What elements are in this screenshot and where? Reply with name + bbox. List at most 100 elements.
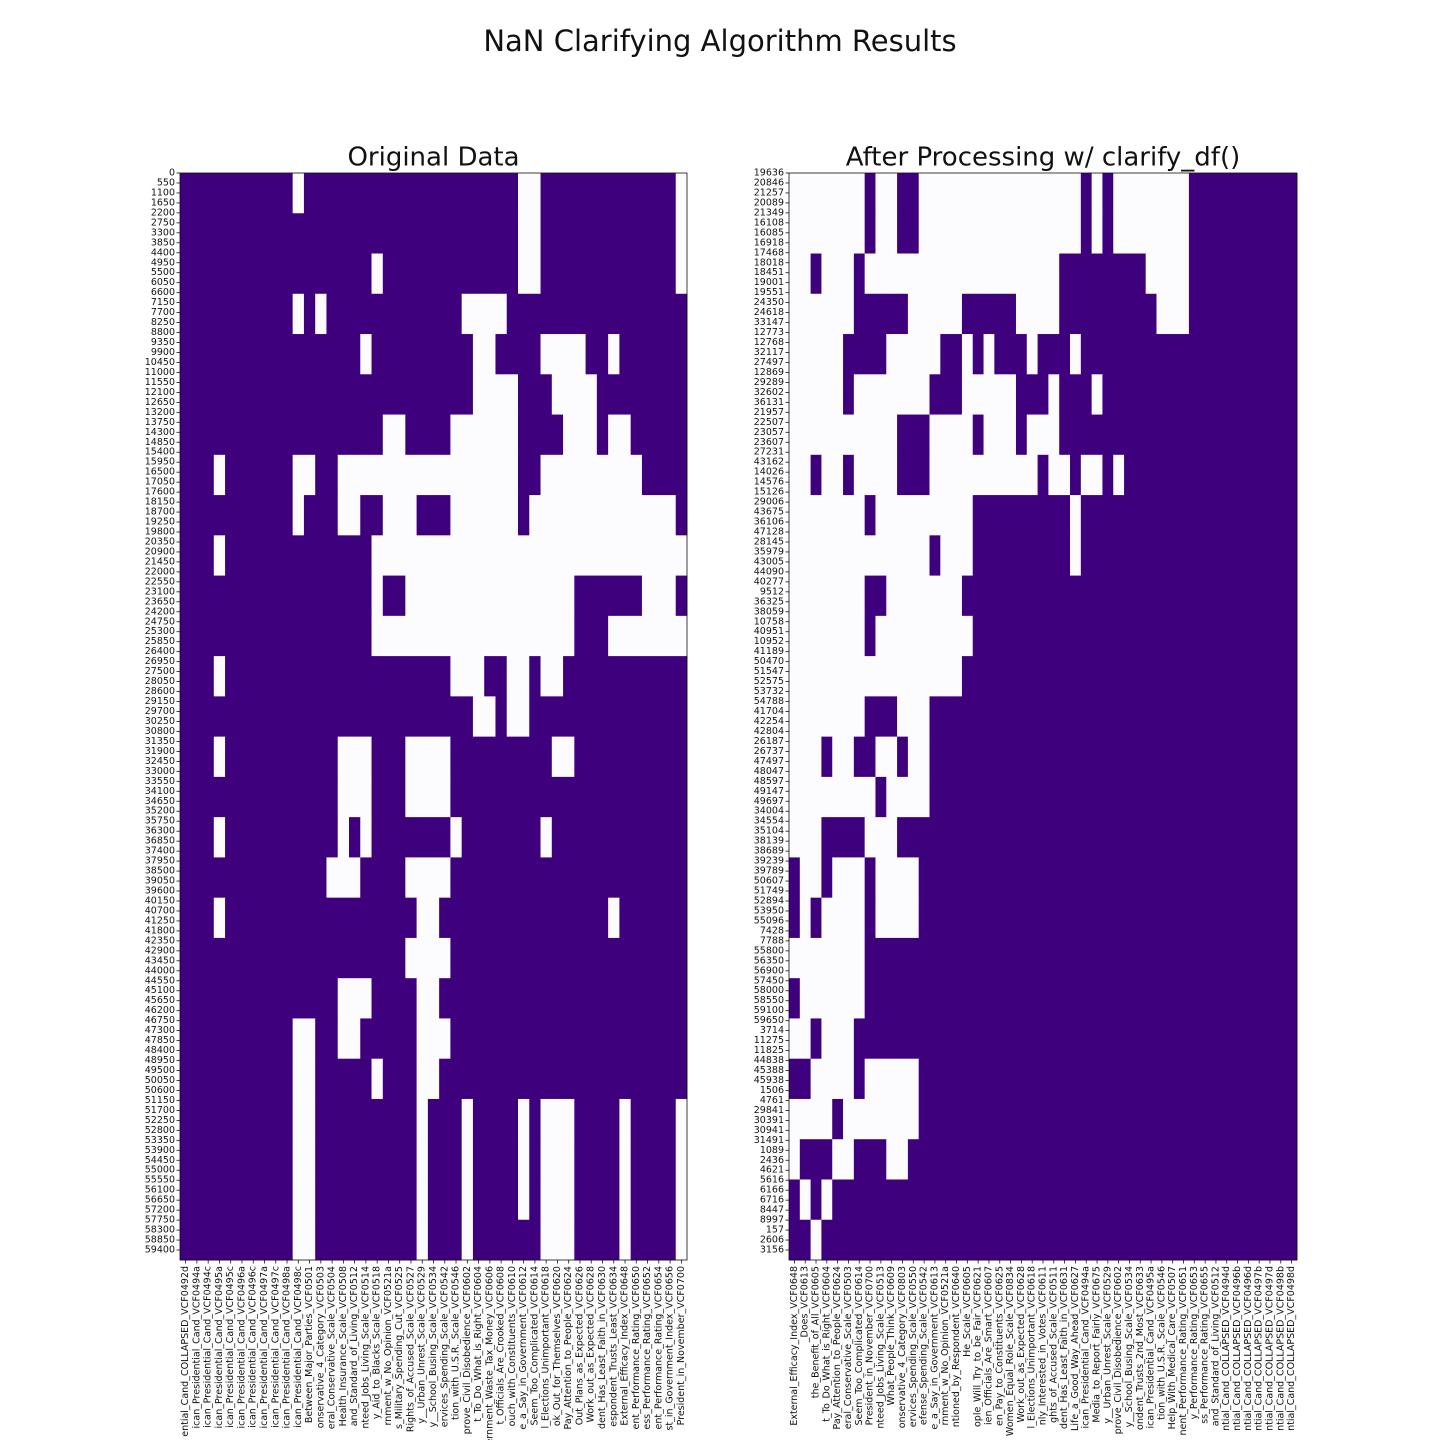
heatmap-cell: [972, 293, 984, 335]
heatmap-cell: [1124, 776, 1136, 818]
heatmap-cell: [1015, 495, 1028, 536]
heatmap-cell: [371, 897, 384, 939]
heatmap-cell: [1253, 1219, 1265, 1261]
heatmap-cell: [1253, 253, 1265, 295]
heatmap-cell: [281, 535, 294, 576]
heatmap-cell: [972, 1139, 984, 1180]
heatmap-cell: [864, 656, 876, 697]
heatmap-cell: [1145, 937, 1157, 979]
heatmap-cell: [337, 817, 350, 858]
x-tick-label: Work_out_as_Expected_VCF0628: [1016, 1266, 1027, 1422]
heatmap-cell: [875, 293, 887, 335]
heatmap-cell: [506, 857, 519, 899]
heatmap-cell: [563, 897, 575, 939]
heatmap-cell: [281, 1058, 294, 1100]
y-tick-label: 35979: [754, 546, 784, 557]
heatmap-cell: [394, 374, 406, 415]
heatmap-cell: [236, 374, 248, 415]
heatmap-cell: [495, 656, 508, 697]
heatmap-cell: [1242, 575, 1255, 617]
heatmap-cell: [360, 1098, 372, 1140]
heatmap-cell: [1167, 817, 1179, 858]
heatmap-cell: [574, 575, 586, 617]
heatmap-cell: [225, 1098, 237, 1140]
heatmap-cell: [886, 495, 898, 536]
heatmap-cell: [1178, 173, 1190, 214]
heatmap-cell: [897, 535, 909, 576]
heatmap-cell: [180, 293, 192, 335]
heatmap-cell: [853, 1139, 866, 1180]
heatmap-cell: [1015, 414, 1028, 456]
heatmap-cell: [630, 495, 643, 536]
heatmap-cell: [1005, 897, 1017, 939]
heatmap-cell: [1037, 817, 1049, 858]
heatmap-cell: [1221, 1058, 1233, 1100]
y-tick-label: 42900: [145, 945, 175, 956]
heatmap-cell: [951, 1139, 963, 1180]
heatmap-cell: [236, 817, 248, 858]
heatmap-cell: [664, 495, 677, 536]
x-tick-label: t_Officials_Are_Crooked_VCF0608: [496, 1266, 507, 1424]
heatmap-cell: [875, 656, 887, 697]
heatmap-cell: [875, 454, 887, 496]
heatmap-cell: [1178, 897, 1190, 939]
heatmap-cell: [1070, 334, 1082, 375]
heatmap-cell: [951, 454, 963, 496]
heatmap-cell: [270, 1018, 282, 1060]
heatmap-cell: [951, 615, 963, 657]
heatmap-cell: [799, 857, 812, 899]
heatmap-cell: [1232, 334, 1244, 375]
heatmap-cell: [495, 535, 508, 576]
heatmap-cell: [994, 978, 1006, 1019]
heatmap-cell: [1210, 978, 1222, 1019]
heatmap-cell: [349, 334, 361, 375]
heatmap-cell: [247, 1018, 260, 1060]
x-tick-label: ential_Cand_COLLAPSED_VCF0492d: [180, 1266, 191, 1437]
x-tick-label: e_a_Say_in_Government_VCF0613: [929, 1266, 940, 1430]
heatmap-cell: [574, 656, 586, 697]
y-tick-label: 26400: [145, 646, 175, 657]
heatmap-cell: [675, 615, 688, 657]
heatmap-cell: [236, 293, 248, 335]
heatmap-cell: [1037, 334, 1049, 375]
heatmap-cell: [1091, 1058, 1103, 1100]
heatmap-cell: [1275, 454, 1287, 496]
y-tick-label: 31900: [145, 746, 175, 757]
heatmap-cell: [799, 937, 812, 979]
heatmap-cell: [371, 1098, 384, 1140]
heatmap-cell: [180, 575, 192, 617]
y-tick-label: 14026: [754, 467, 784, 478]
heatmap-cell: [1221, 978, 1233, 1019]
heatmap-cell: [1221, 253, 1233, 295]
heatmap-cell: [951, 857, 963, 899]
heatmap-cell: [789, 857, 801, 899]
heatmap-cell: [427, 1058, 440, 1100]
heatmap-cell: [596, 293, 609, 335]
x-tick-label: Media_to_Report_Fairly_VCF0675: [1092, 1266, 1103, 1423]
heatmap-cell: [1113, 776, 1125, 818]
heatmap-cell: [506, 1098, 519, 1140]
x-tick-label: nteed_Jobs_Living_Scale_VCF0514: [360, 1266, 371, 1429]
heatmap-cell: [1059, 495, 1071, 536]
heatmap-cell: [1005, 1058, 1017, 1100]
heatmap-cell: [630, 293, 643, 335]
heatmap-cell: [675, 776, 688, 818]
heatmap-cell: [394, 978, 406, 1019]
heatmap-cell: [405, 1058, 417, 1100]
y-tick-label: 44550: [145, 975, 175, 986]
heatmap-cell: [1091, 1139, 1103, 1180]
heatmap-cell: [886, 817, 898, 858]
heatmap-cell: [897, 575, 909, 617]
heatmap-cell: [1286, 1179, 1298, 1221]
y-tick-label: 42254: [754, 716, 784, 727]
heatmap-cell: [875, 978, 887, 1019]
heatmap-cell: [1156, 293, 1168, 335]
heatmap-cell: [1070, 575, 1082, 617]
heatmap-cell: [382, 1058, 395, 1100]
heatmap-cell: [675, 937, 688, 979]
heatmap-cell: [518, 615, 530, 657]
heatmap-cell: [1134, 1139, 1147, 1180]
heatmap-cell: [897, 897, 909, 939]
heatmap-cell: [292, 776, 305, 818]
heatmap-cell: [461, 293, 474, 335]
